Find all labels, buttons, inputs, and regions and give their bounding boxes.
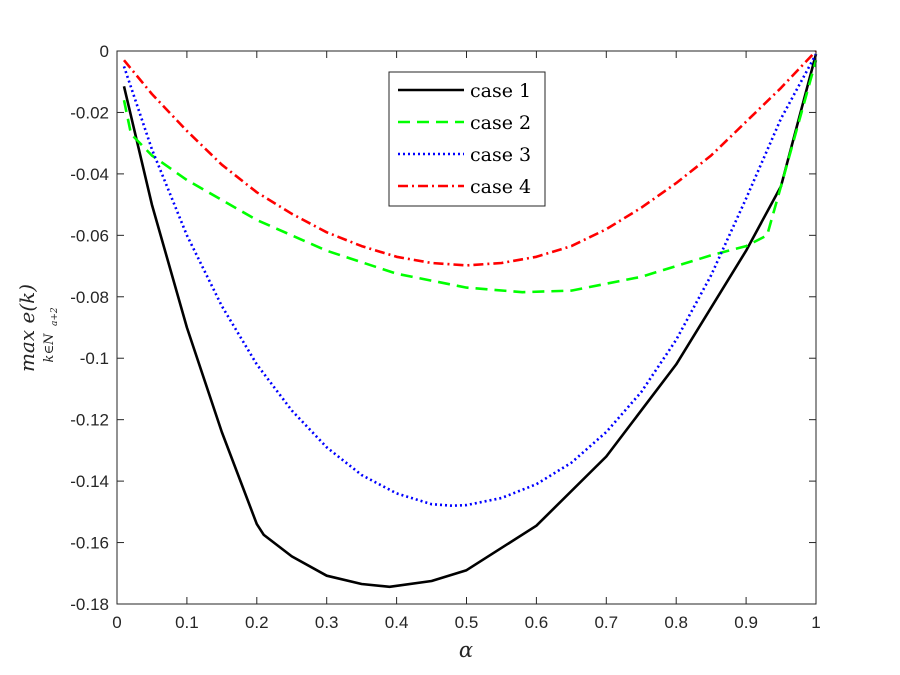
y-axis-label: max e(k) k∈N a+2 <box>15 284 60 372</box>
y-tick-label: -0.04 <box>70 165 109 184</box>
x-tick-label: 0.1 <box>175 613 199 632</box>
ticks-layer <box>116 50 817 605</box>
y-axis-label-subscript: k∈N <box>42 333 57 363</box>
y-axis-label-subsubscript: a+2 <box>50 307 60 326</box>
x-tick-label: 0.4 <box>385 613 409 632</box>
series-layer <box>122 50 818 589</box>
x-tick-label: 0 <box>112 613 121 632</box>
legend-box <box>388 71 546 207</box>
x-tick-label: 0.2 <box>245 613 269 632</box>
x-tick-label: 0.9 <box>734 613 758 632</box>
x-tick-label: 0.3 <box>315 613 339 632</box>
legend-label-case-3: case 3 <box>470 144 531 166</box>
legend: case 1 case 2 case 3 case 4 <box>388 71 546 207</box>
y-tick-label: -0.18 <box>70 595 109 614</box>
y-tick-label: -0.1 <box>80 349 109 368</box>
series-line-case-1 <box>122 53 818 589</box>
legend-entries: case 1 case 2 case 3 case 4 <box>398 80 531 198</box>
y-axis-label-main: max e(k) <box>15 284 39 372</box>
legend-label-case-1: case 1 <box>470 80 531 102</box>
x-tick-label: 0.6 <box>525 613 549 632</box>
x-tick-labels: 0 0.1 0.2 0.3 0.4 0.5 0.6 0.7 0.8 0.9 1 <box>112 613 820 632</box>
y-tick-labels: 0 -0.02 -0.04 -0.06 -0.08 -0.1 -0.12 -0.14 -0.16… <box>70 42 109 614</box>
legend-label-case-2: case 2 <box>470 112 531 134</box>
y-tick-label: 0 <box>100 42 109 61</box>
y-tick-label: -0.16 <box>70 534 109 553</box>
series-line-case-2 <box>122 59 818 294</box>
y-tick-label: -0.02 <box>70 103 109 122</box>
y-tick-label: -0.14 <box>70 472 109 491</box>
x-tick-label: 0.5 <box>455 613 479 632</box>
x-axis-label: α <box>459 638 473 662</box>
y-tick-label: -0.08 <box>70 288 109 307</box>
y-tick-label: -0.12 <box>70 411 109 430</box>
x-tick-label: 1 <box>811 613 820 632</box>
y-tick-label: -0.06 <box>70 226 109 245</box>
x-tick-label: 0.8 <box>664 613 688 632</box>
legend-label-case-4: case 4 <box>470 176 531 198</box>
x-tick-label: 0.7 <box>594 613 618 632</box>
